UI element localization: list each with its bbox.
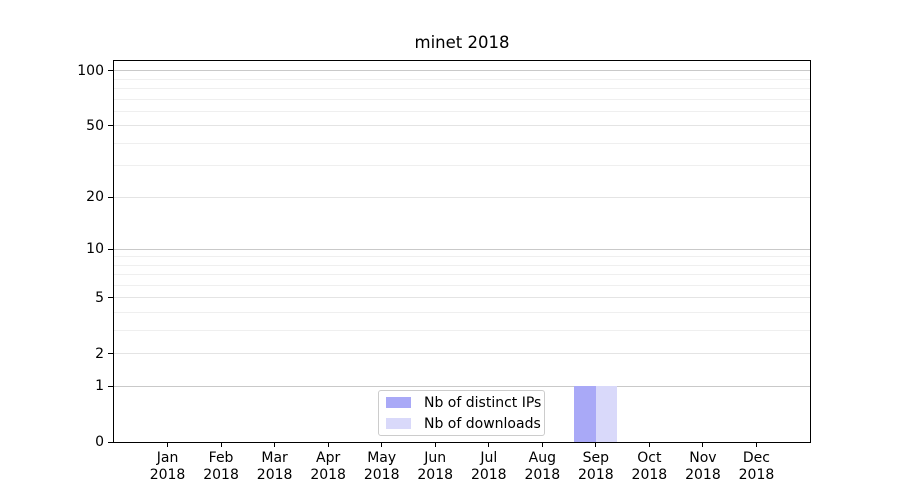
gridline-mid — [114, 353, 810, 355]
x-tick-mark — [595, 442, 597, 447]
x-tick-label: Mar 2018 — [256, 450, 293, 483]
legend-label-distinct-ips: Nb of distinct IPs — [424, 394, 542, 411]
y-tick-label: 100 — [77, 62, 104, 79]
x-tick-label: Jan 2018 — [149, 450, 186, 483]
x-tick-label: Apr 2018 — [310, 450, 346, 483]
gridline-mid — [114, 125, 810, 127]
y-tick-label: 20 — [86, 189, 104, 206]
gridline-minor — [114, 264, 810, 266]
y-tick-mark — [108, 385, 113, 387]
x-tick-label: Dec 2018 — [738, 450, 775, 483]
x-tick-label: Jul 2018 — [470, 450, 507, 483]
y-tick-mark — [108, 196, 113, 198]
x-tick-mark — [488, 442, 490, 447]
y-tick-mark — [108, 441, 113, 443]
x-tick-label: Feb 2018 — [203, 450, 239, 483]
gridline-minor — [114, 78, 810, 80]
gridline-major — [114, 70, 810, 72]
legend-label-downloads: Nb of downloads — [424, 415, 541, 432]
gridline-minor — [114, 284, 810, 286]
gridline-minor — [114, 256, 810, 258]
x-tick-label: Sep 2018 — [578, 450, 614, 483]
x-tick-mark — [648, 442, 650, 447]
gridline-minor — [114, 87, 810, 89]
bar-downloads — [595, 386, 618, 442]
plot-area: Nb of distinct IPs Nb of downloads 0 1 2 5 1… — [77, 60, 811, 483]
y-tick-label: 50 — [86, 117, 104, 134]
x-tick-mark — [220, 442, 222, 447]
legend-swatch-downloads — [386, 418, 411, 429]
x-tick-label: Oct 2018 — [631, 450, 668, 483]
x-tick-mark — [381, 442, 383, 447]
x-tick-mark — [755, 442, 757, 447]
y-tick-mark — [108, 297, 113, 299]
legend-swatch-distinct-ips — [386, 397, 411, 408]
x-tick-label: Nov 2018 — [685, 450, 721, 483]
x-tick-mark — [167, 442, 169, 447]
x-tick-label: Jun 2018 — [417, 450, 454, 483]
y-tick-label: 2 — [95, 345, 104, 362]
legend-item-downloads: Nb of downloads — [386, 415, 544, 433]
x-tick-mark — [327, 442, 329, 447]
y-tick-label: 1 — [95, 378, 104, 395]
x-tick-label: May 2018 — [363, 450, 400, 483]
legend-item-distinct-ips: Nb of distinct IPs — [386, 394, 544, 412]
gridline-mid — [114, 196, 810, 198]
gridline-minor — [114, 98, 810, 100]
x-tick-mark — [274, 442, 276, 447]
y-tick-label: 10 — [86, 241, 104, 258]
gridline-minor — [114, 165, 810, 167]
bar-distinct-ips — [574, 386, 596, 442]
gridline-minor — [114, 312, 810, 314]
legend: Nb of distinct IPs Nb of downloads — [378, 390, 545, 436]
y-tick-mark — [108, 353, 113, 355]
x-tick-label: Aug 2018 — [524, 450, 561, 483]
x-tick-mark — [541, 442, 543, 447]
gridline-minor — [114, 329, 810, 331]
chart-title: minet 2018 — [414, 33, 510, 52]
gridline-major — [114, 248, 810, 250]
gridline-minor — [114, 142, 810, 144]
y-tick-label: 5 — [95, 289, 104, 306]
y-tick-mark — [108, 248, 113, 250]
gridline-minor — [114, 110, 810, 112]
gridline-minor — [114, 274, 810, 276]
y-tick-label: 0 — [95, 434, 104, 450]
gridline-mid — [114, 297, 810, 299]
x-tick-mark — [434, 442, 436, 447]
y-tick-mark — [108, 70, 113, 72]
x-tick-mark — [702, 442, 704, 447]
gridline-major — [114, 385, 810, 387]
y-tick-mark — [108, 125, 113, 127]
